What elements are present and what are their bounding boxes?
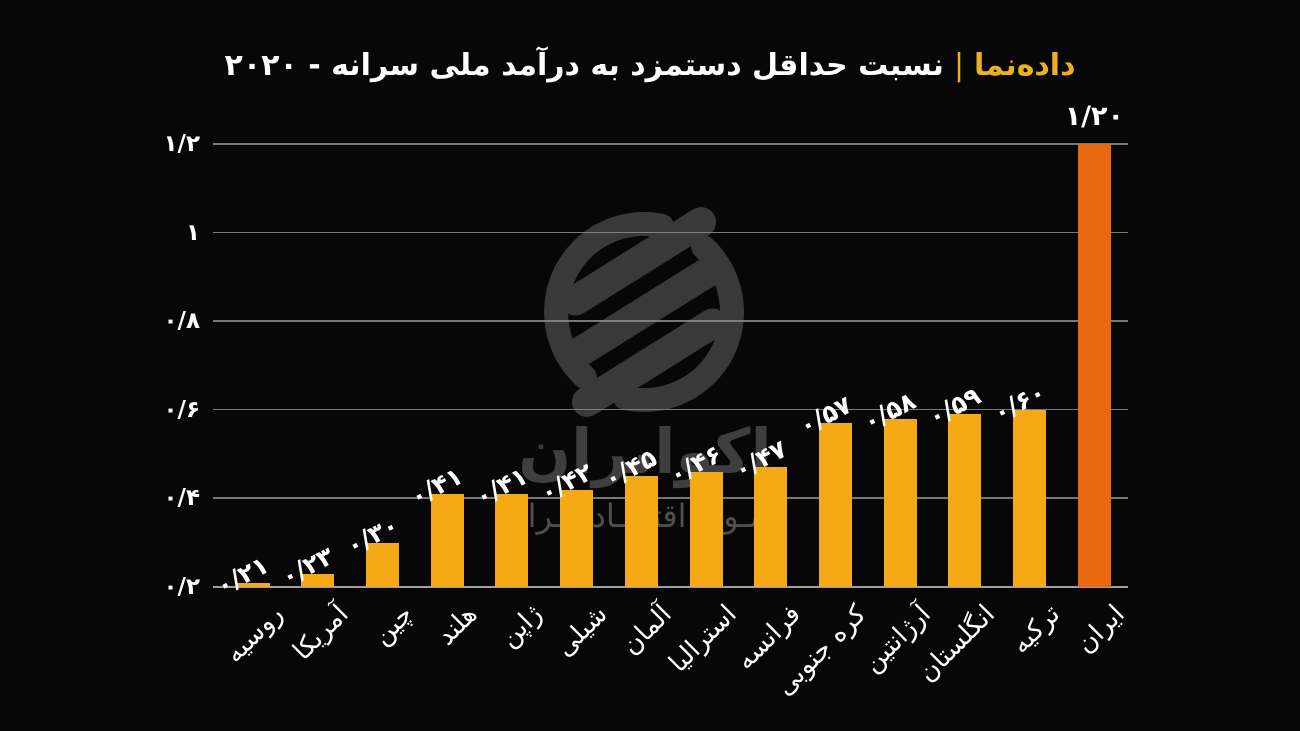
category-label-4: ژاپن xyxy=(494,599,549,654)
y-gridline-4 xyxy=(213,497,1128,499)
bar-9 xyxy=(818,423,852,587)
ecoiran-logo-icon xyxy=(544,207,744,417)
category-label-3: هلند xyxy=(431,599,484,652)
y-tick-label-2: ۰/۸ xyxy=(163,308,200,335)
y-tick-label-3: ۰/۶ xyxy=(163,396,200,423)
bar-8 xyxy=(754,467,788,587)
category-label-5: شیلی xyxy=(549,599,614,663)
category-label-0: روسیه xyxy=(219,599,290,670)
y-gridline-2 xyxy=(213,320,1128,322)
category-label-13: ایران xyxy=(1070,599,1131,660)
chart-title: داده‌نما | نسبت حداقل دستمزد به درآمد ملی … xyxy=(0,48,1300,83)
category-label-2: چین xyxy=(366,599,419,652)
bar-2 xyxy=(365,542,399,587)
bar-13 xyxy=(1077,144,1111,587)
y-tick-label-0: ۱/۲ xyxy=(163,131,200,157)
bar-6 xyxy=(624,476,658,587)
value-label-0: ۰/۲۱ xyxy=(211,549,274,601)
y-tick-label-5: ۰/۲ xyxy=(163,574,200,600)
bar-1 xyxy=(301,573,335,587)
bar-0 xyxy=(236,582,270,587)
y-tick-label-1: ۱ xyxy=(185,219,200,246)
y-tick-label-4: ۰/۴ xyxy=(163,485,200,512)
title-separator-icon: | xyxy=(953,48,965,83)
y-gridline-3 xyxy=(213,408,1128,411)
bar-11 xyxy=(948,414,982,587)
category-label-7: استرالیا xyxy=(663,599,743,679)
value-label-13: ۱/۲۰ xyxy=(1064,101,1125,132)
y-gridline-0 xyxy=(213,143,1128,145)
category-label-1: آمریکا xyxy=(287,599,355,667)
bar-12 xyxy=(1013,409,1047,587)
bar-10 xyxy=(883,418,917,587)
watermark-brand-text: اکوایران xyxy=(518,415,772,488)
y-gridline-5 xyxy=(213,586,1128,588)
bar-5 xyxy=(560,489,594,587)
y-gridline-1 xyxy=(213,231,1128,234)
bar-4 xyxy=(495,493,529,587)
category-label-12: ترکیه xyxy=(1005,599,1067,660)
bar-7 xyxy=(689,471,723,587)
title-text: نسبت حداقل دستمزد به درآمد ملی سرانه - ۲… xyxy=(224,48,944,83)
bar-3 xyxy=(430,493,464,587)
brand-name: داده‌نما xyxy=(974,48,1076,83)
